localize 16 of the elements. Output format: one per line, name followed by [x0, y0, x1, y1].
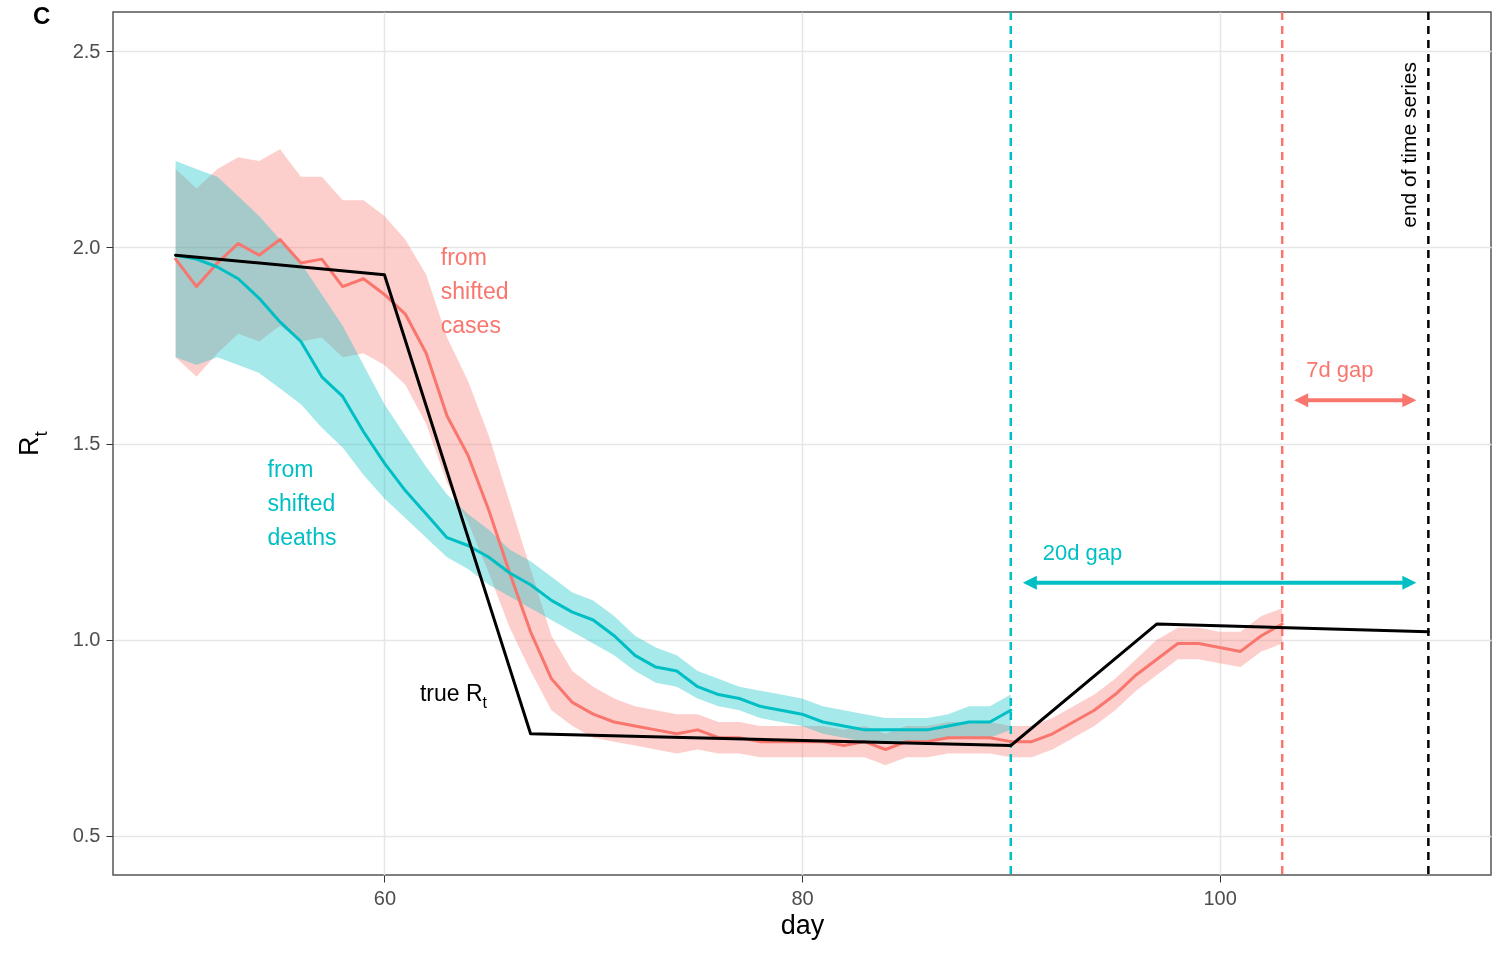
- y-tick-label: 0.5: [72, 824, 101, 847]
- y-tick-label: 1.5: [72, 432, 101, 454]
- series-label: from shifted deaths: [267, 456, 337, 551]
- series-label: true R$_{t}$: [419, 679, 488, 711]
- series-label: from shifted cases: [440, 244, 509, 339]
- x-axis-title: day: [780, 909, 825, 940]
- x-tick-label: 60: [373, 886, 397, 909]
- x-tick-label: 100: [1203, 886, 1237, 909]
- y-tick-label: 1.0: [72, 628, 101, 651]
- annotation: 20d gap: [1042, 539, 1123, 565]
- y-tick-label: 2.0: [72, 235, 101, 258]
- annotation: 7d gap: [1306, 357, 1374, 383]
- chart-title: C: [33, 1, 51, 29]
- ref-line-label: end of time series: [1397, 62, 1421, 228]
- y-tick-label: 2.5: [72, 39, 101, 62]
- x-tick-label: 80: [791, 886, 814, 909]
